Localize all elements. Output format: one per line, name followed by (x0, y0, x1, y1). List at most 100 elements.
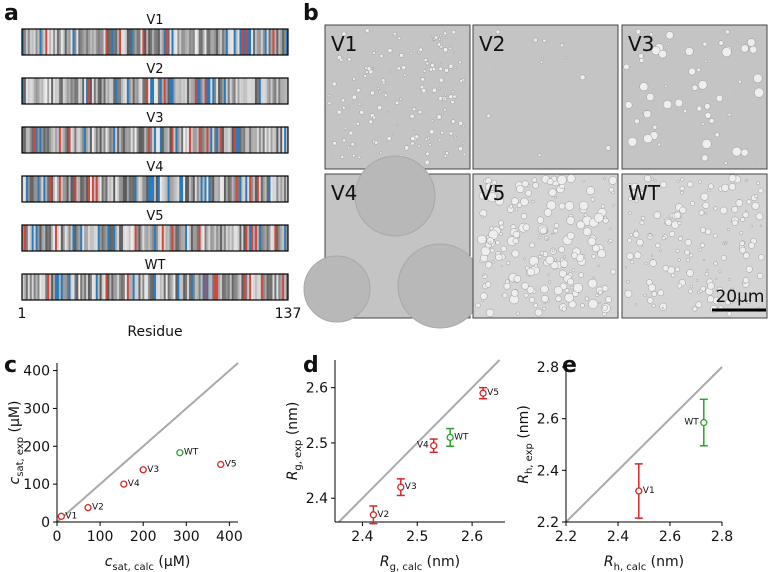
residue-stripe (58, 274, 62, 300)
residue-stripe (237, 29, 240, 55)
droplet (712, 233, 718, 239)
droplet (437, 42, 442, 47)
residue-stripe (282, 78, 285, 104)
residue-stripe (286, 78, 289, 104)
droplet (545, 237, 549, 241)
residue-stripe (56, 225, 60, 251)
droplet (331, 81, 337, 87)
droplet (374, 140, 379, 145)
droplet (721, 183, 730, 192)
residue-stripe (138, 127, 141, 153)
residue-stripe (218, 274, 221, 300)
droplet (444, 93, 447, 97)
droplet (704, 103, 711, 110)
droplet (543, 302, 546, 305)
residue-stripe (27, 274, 31, 300)
residue-stripe (29, 176, 33, 202)
residue-stripe (253, 78, 256, 104)
residue-stripe (86, 225, 89, 251)
barcode-frame (21, 77, 289, 105)
residue-stripe (212, 274, 215, 300)
droplet (653, 179, 657, 182)
residue-stripe (214, 127, 217, 153)
residue-stripe (274, 225, 277, 251)
residue-stripe (150, 78, 153, 104)
residue-stripe (262, 225, 266, 251)
residue-stripe (235, 176, 238, 202)
y-axis-label: Rh, exp (nm) (516, 405, 535, 484)
residue-stripe (23, 29, 27, 55)
residue-stripe (185, 78, 188, 104)
residue-stripe (187, 29, 190, 55)
residue-stripe (144, 29, 147, 55)
residue-stripe (119, 127, 122, 153)
residue-stripe (148, 176, 151, 202)
residue-stripe (179, 274, 182, 300)
droplet (522, 223, 530, 231)
residue-stripe (93, 127, 97, 153)
droplet (303, 255, 371, 323)
droplet (478, 191, 487, 200)
residue-stripe (22, 78, 25, 104)
residue-stripe (107, 78, 110, 104)
droplet (420, 77, 425, 82)
residue-stripe (218, 225, 221, 251)
residue-stripe (212, 225, 215, 251)
barcode-frame (21, 224, 289, 252)
residue-stripe (200, 176, 203, 202)
droplet (561, 306, 567, 312)
residue-stripe (84, 29, 87, 55)
droplet (739, 240, 745, 247)
residue-stripe (60, 225, 64, 251)
droplet (592, 244, 600, 253)
droplet (635, 29, 641, 35)
residue-stripe (262, 274, 266, 300)
residue-stripe (194, 225, 198, 251)
residue-stripe (105, 274, 108, 300)
droplet (719, 206, 728, 215)
droplet (701, 154, 709, 162)
residue-stripe (196, 127, 199, 153)
axis-label-sub: sat, calc (112, 562, 154, 572)
residue-stripe (171, 176, 174, 202)
droplet (516, 184, 525, 194)
residue-stripe (31, 176, 34, 202)
residue-stripe (208, 29, 211, 55)
residue-stripe (204, 78, 207, 104)
droplet (485, 281, 492, 288)
residue-stripe (144, 127, 147, 153)
droplet (491, 179, 497, 186)
point-label: V3 (405, 482, 417, 492)
point-label: V2 (377, 510, 389, 520)
residue-stripe (25, 225, 29, 251)
residue-stripe (206, 176, 209, 202)
residue-stripe (64, 176, 67, 202)
residue-stripe (126, 127, 130, 153)
residue-stripe (109, 78, 112, 104)
droplet (425, 151, 430, 156)
residue-stripe (132, 29, 135, 55)
residue-stripe (31, 78, 34, 104)
y-tick-label: 0 (41, 515, 50, 531)
panel-label: c (4, 353, 17, 378)
data-point (446, 433, 454, 442)
residue-stripe (150, 274, 153, 300)
residue-stripe (91, 127, 95, 153)
droplet (421, 88, 427, 94)
droplet (480, 214, 484, 218)
droplet (387, 48, 393, 53)
residue-stripe (105, 78, 108, 104)
droplet (417, 50, 421, 54)
residue-stripe (82, 78, 85, 104)
residue-stripe (33, 176, 36, 202)
droplet (356, 88, 361, 93)
droplet (727, 112, 732, 117)
droplet (728, 277, 731, 281)
residue-stripe (249, 176, 252, 202)
residue-stripe (76, 78, 79, 104)
residue-stripe (150, 176, 153, 202)
residue-stripe (233, 176, 236, 202)
residue-stripe (280, 176, 283, 202)
residue-stripe (208, 225, 211, 251)
residue-stripe (190, 225, 194, 251)
